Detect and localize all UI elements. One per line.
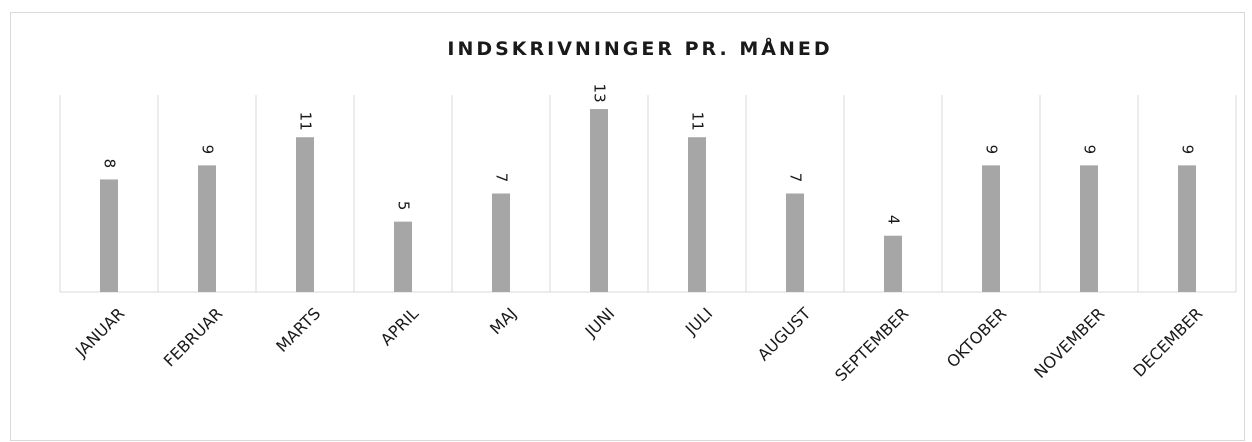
data-label: 7 (787, 173, 805, 183)
bar (394, 221, 412, 292)
bar (786, 193, 804, 292)
bar (198, 165, 216, 292)
bar (590, 109, 608, 292)
data-label: 9 (1081, 145, 1099, 155)
chart-title: INDSKRIVNINGER PR. MÅNED (447, 36, 832, 60)
bar (1178, 165, 1196, 292)
data-label: 5 (395, 201, 413, 211)
data-label: 13 (591, 84, 609, 103)
data-label: 9 (983, 145, 1001, 155)
bar (884, 235, 902, 292)
data-label: 8 (101, 159, 119, 169)
data-label: 4 (885, 215, 903, 225)
data-label: 11 (297, 112, 315, 131)
bar (688, 137, 706, 292)
data-label: 11 (689, 112, 707, 131)
chart-frame (10, 12, 1245, 441)
data-label: 7 (493, 173, 511, 183)
bar (100, 179, 118, 292)
bar (982, 165, 1000, 292)
data-label: 9 (199, 145, 217, 155)
bar (492, 193, 510, 292)
bar (296, 137, 314, 292)
bar (1080, 165, 1098, 292)
data-label: 9 (1179, 145, 1197, 155)
